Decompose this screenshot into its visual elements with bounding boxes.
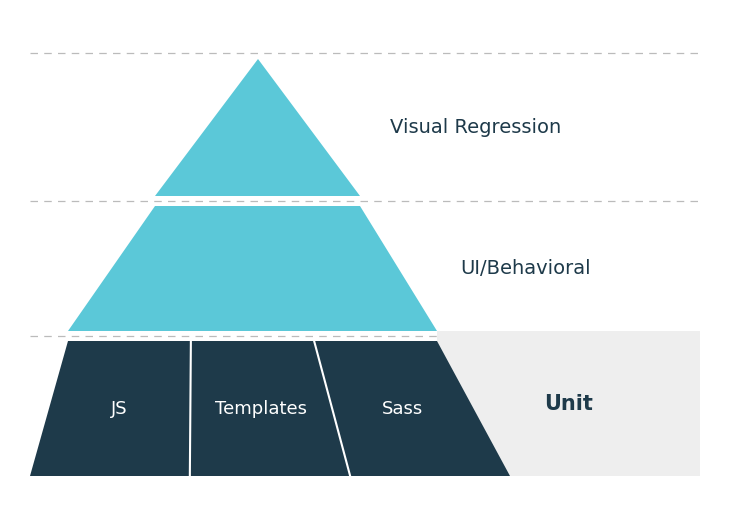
Text: JS: JS <box>111 399 128 417</box>
Text: UI/Behavioral: UI/Behavioral <box>460 259 591 278</box>
Text: Unit: Unit <box>544 393 593 414</box>
Polygon shape <box>30 341 510 476</box>
Text: Templates: Templates <box>215 399 307 417</box>
Bar <box>437 331 700 476</box>
Text: Visual Regression: Visual Regression <box>390 118 561 137</box>
Text: Sass: Sass <box>382 399 423 417</box>
Polygon shape <box>155 59 360 196</box>
Polygon shape <box>68 206 437 331</box>
